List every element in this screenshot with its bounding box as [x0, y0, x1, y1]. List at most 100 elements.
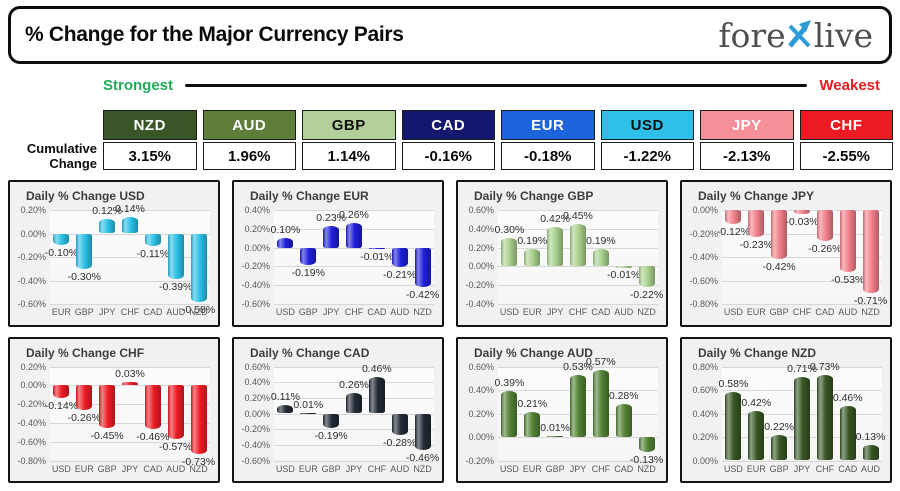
x-category-label: USD: [499, 307, 519, 317]
y-tick-label: 0.00%: [468, 261, 494, 272]
x-category-label: AUD: [838, 307, 858, 317]
bar-chf: [122, 217, 138, 234]
bar-value-label: 0.53%: [563, 360, 593, 373]
currency-summary-gbp: GBP 1.14%: [302, 110, 396, 170]
bar-value-label: -0.12%: [716, 226, 751, 239]
cumulative-value: -2.55%: [799, 142, 893, 170]
x-category-label: CHF: [591, 463, 611, 474]
y-tick-label: -0.20%: [241, 261, 270, 272]
x-category-label: AUD: [166, 463, 186, 474]
bar-usd: [725, 210, 742, 225]
y-tick-label: -0.40%: [17, 275, 46, 286]
y-tick-label: -0.80%: [689, 299, 718, 309]
gridline: [722, 304, 882, 305]
bar-aud: [391, 413, 408, 436]
bar-value-label: 0.10%: [270, 224, 301, 237]
x-category-label: USD: [275, 307, 295, 317]
bar-value-label: -0.10%: [44, 247, 79, 260]
chart-title: Daily % Change JPY: [698, 189, 815, 203]
cumulative-value: 3.15%: [103, 142, 197, 170]
gridline: [50, 210, 210, 211]
y-tick-label: -0.80%: [17, 455, 46, 466]
bar-gbp: [771, 210, 788, 260]
chart-title: Daily % Change GBP: [474, 189, 594, 203]
y-tick-label: 0.20%: [20, 205, 46, 215]
y-tick-label: 0.20%: [468, 242, 494, 253]
y-tick-label: 0.60%: [692, 385, 718, 395]
gridline: [50, 460, 210, 462]
bar-cad: [368, 247, 385, 250]
cumulative-value: -0.16%: [401, 142, 495, 170]
cumulative-label-line1: Cumulative: [26, 141, 97, 156]
bar-value-label: -0.71%: [853, 295, 888, 308]
x-category-label: GBP: [769, 463, 789, 474]
bar-value-label: 0.01%: [293, 398, 324, 411]
x-category-label: JPY: [793, 463, 811, 474]
x-category-label: CHF: [344, 307, 364, 317]
y-tick-label: 0.00%: [244, 242, 270, 253]
y-tick-label: 0.20%: [244, 223, 270, 234]
y-tick-label: 0.00%: [468, 432, 494, 442]
gridline: [274, 460, 434, 462]
y-tick-label: -0.20%: [17, 399, 46, 410]
y-tick-label: 0.60%: [244, 361, 270, 372]
x-category-label: GBP: [769, 307, 789, 317]
bar-jpy: [547, 226, 564, 267]
x-category-label: AUD: [614, 307, 634, 317]
gridline: [498, 460, 658, 462]
bar-chf: [368, 377, 385, 414]
gridline: [50, 366, 210, 368]
gridline: [50, 233, 210, 235]
bar-usd: [501, 238, 518, 267]
chart-title: Daily % Change AUD: [474, 345, 593, 360]
gridline: [498, 437, 658, 438]
bar-chf: [794, 210, 810, 214]
bar-eur: [76, 385, 93, 410]
x-category-label: USD: [51, 463, 71, 474]
bar-value-label: -0.11%: [136, 248, 170, 261]
bar-value-label: -0.73%: [181, 455, 216, 468]
bar-value-label: 0.21%: [517, 398, 548, 411]
x-category-label: EUR: [51, 307, 71, 317]
currency-code-badge: EUR: [501, 110, 595, 140]
charts-grid: Daily % Change USD 0.20% 0.00% -0.20% -0.40%…: [8, 180, 892, 483]
bar-value-label: -0.53%: [831, 274, 865, 287]
cumulative-value: -1.22%: [600, 142, 694, 170]
bar-value-label: -0.19%: [291, 267, 325, 280]
bar-value-label: 0.45%: [563, 210, 593, 223]
y-tick-label: -0.40%: [689, 252, 718, 262]
gridline: [722, 257, 882, 258]
y-tick-label: -0.60%: [241, 299, 270, 309]
bar-value-label: -0.26%: [808, 242, 842, 255]
bar-value-label: 0.23%: [316, 211, 347, 224]
y-tick-label: -0.20%: [465, 455, 494, 466]
x-category-label: JPY: [569, 463, 587, 474]
y-tick-label: -0.60%: [17, 299, 46, 309]
cumulative-value: -2.13%: [700, 142, 794, 170]
bar-usd: [53, 385, 70, 399]
chart-title: Daily % Change CAD: [250, 345, 370, 360]
bar-value-label: -0.19%: [314, 430, 348, 443]
bar-value-label: -0.39%: [159, 281, 193, 294]
bar-nzd: [190, 385, 207, 454]
y-tick-label: 0.00%: [244, 408, 270, 419]
x-category-label: NZD: [637, 463, 656, 474]
bar-value-label: -0.01%: [360, 250, 394, 263]
x-category-label: NZD: [189, 463, 208, 474]
x-category-label: NZD: [861, 307, 880, 317]
bar-usd: [277, 238, 294, 248]
bar-cad: [144, 385, 161, 429]
weakest-label: Weakest: [819, 76, 880, 94]
x-category-label: AUD: [861, 463, 881, 474]
y-tick-label: 0.00%: [20, 228, 46, 239]
plot-area: 0.60% 0.40% 0.20% 0.00% -0.20% -0.40% -0.60% 0.…: [241, 362, 439, 474]
bar-eur: [748, 210, 765, 238]
bar-aud: [615, 266, 632, 268]
currency-summary-aud: AUD 1.96%: [202, 110, 296, 170]
x-category-label: GBP: [298, 307, 318, 317]
bar-eur: [300, 412, 317, 415]
y-tick-label: -0.40%: [17, 417, 46, 428]
x-category-label: GBP: [74, 307, 94, 317]
gridline: [50, 422, 210, 424]
gridline: [274, 444, 434, 446]
